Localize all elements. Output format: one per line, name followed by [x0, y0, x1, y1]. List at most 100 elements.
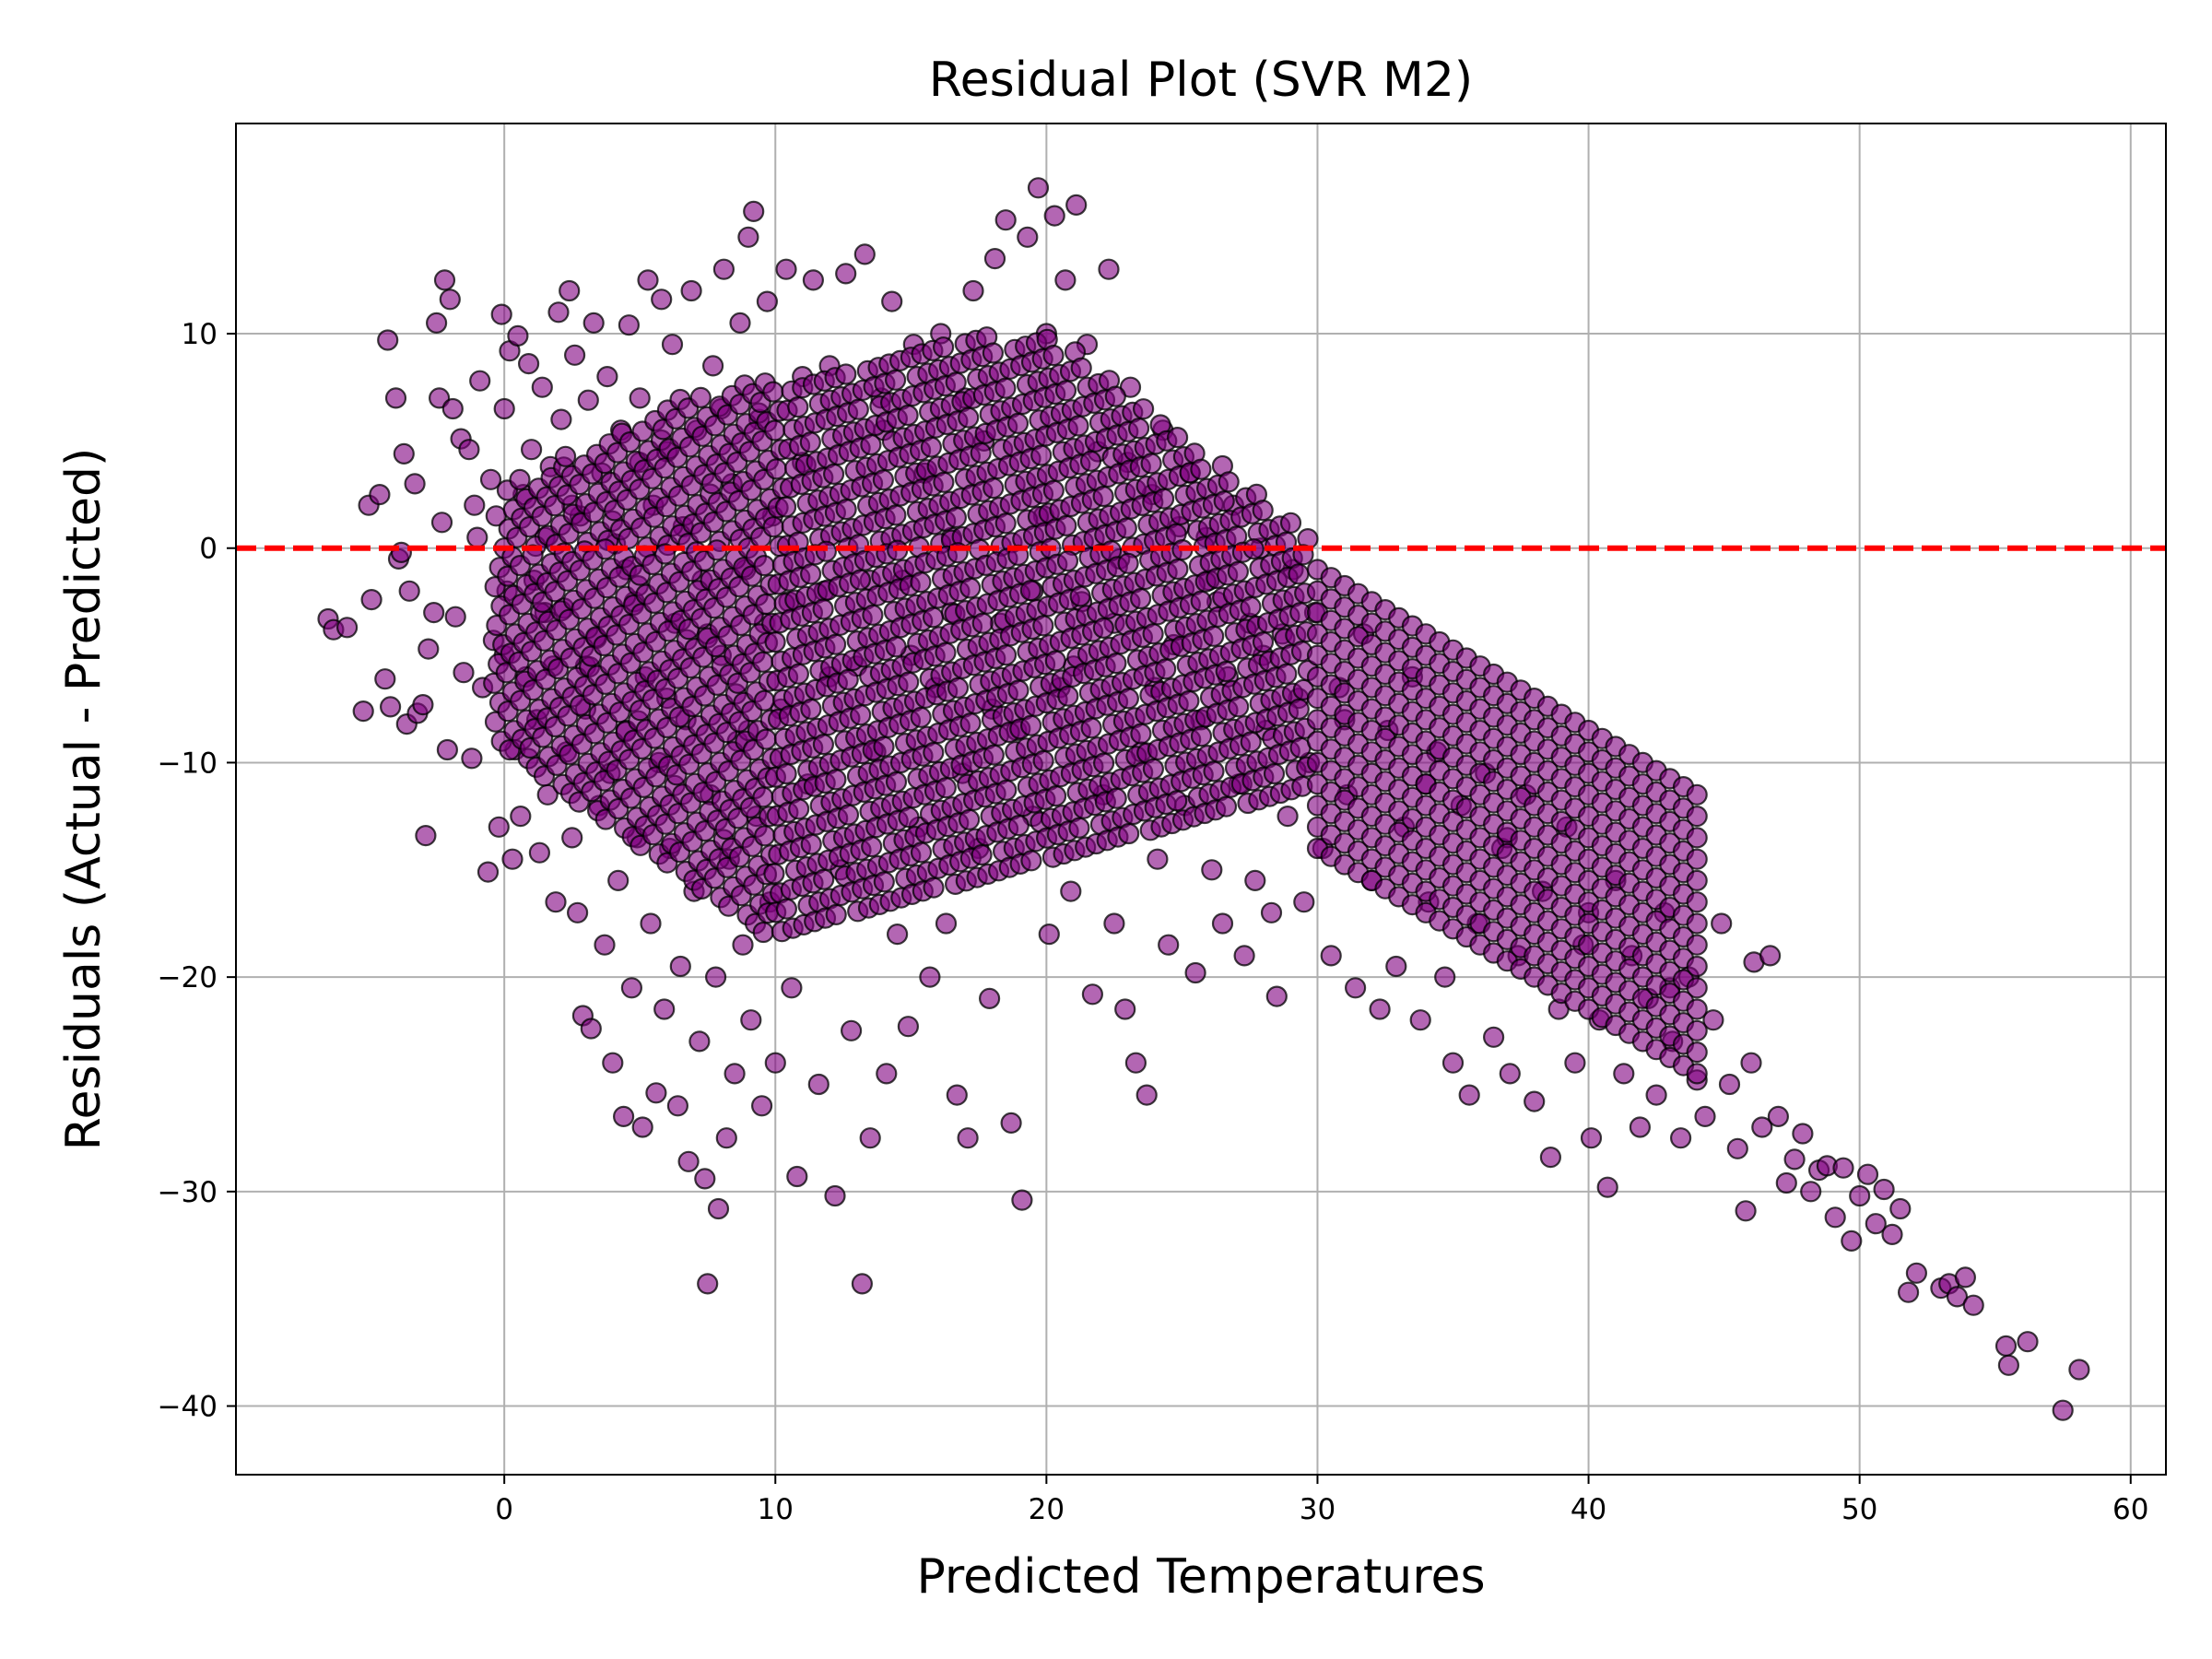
- x-tick-label: 10: [758, 1493, 794, 1526]
- scatter-point: [458, 439, 480, 461]
- scatter-point: [1166, 790, 1188, 812]
- scatter-point: [932, 336, 955, 359]
- scatter-point: [1152, 488, 1175, 510]
- scatter-point: [724, 1063, 746, 1085]
- scatter-point: [1686, 869, 1708, 892]
- scatter-point: [2052, 1399, 2074, 1421]
- scatter-point: [732, 934, 754, 956]
- scatter-point: [886, 923, 909, 946]
- scatter-point: [765, 458, 787, 480]
- scatter-point: [1613, 1063, 1635, 1085]
- scatter-point: [753, 554, 775, 577]
- scatter-point: [1065, 194, 1088, 216]
- scatter-point: [1201, 859, 1223, 881]
- scatter-point: [737, 226, 759, 248]
- scatter-point: [861, 835, 883, 858]
- scatter-point: [1213, 490, 1235, 512]
- scatter-point: [1178, 689, 1200, 712]
- axis-ticks: 0 10 20 30 40 50 60 10 0 −10 −20 −30 −40: [158, 318, 2149, 1526]
- scatter-point: [1277, 805, 1299, 828]
- scatter-point: [729, 312, 751, 334]
- scatter-point: [1055, 514, 1077, 537]
- y-tick-label: −20: [158, 961, 218, 994]
- scatter-point: [594, 934, 616, 956]
- scatter-point: [876, 1063, 898, 1085]
- scatter-point: [1686, 1041, 1708, 1064]
- scatter-point: [479, 468, 502, 490]
- scatter-point: [453, 662, 475, 684]
- scatter-point: [755, 593, 777, 616]
- scatter-point: [369, 483, 391, 506]
- scatter-point: [554, 445, 577, 467]
- scatter-point: [1686, 977, 1708, 999]
- scatter-point: [962, 279, 984, 302]
- scatter-point: [935, 777, 957, 799]
- scatter-point: [1007, 679, 1030, 701]
- scatter-point: [1140, 453, 1162, 475]
- scatter-point: [694, 1168, 716, 1190]
- scatter-point: [1030, 444, 1053, 466]
- scatter-point: [1092, 485, 1114, 508]
- scatter-point: [740, 1009, 762, 1031]
- scatter-point: [1775, 1171, 1797, 1194]
- scatter-point: [1215, 795, 1238, 818]
- scatter-point: [1564, 1052, 1586, 1074]
- scatter-point: [1068, 817, 1090, 839]
- scatter-point: [1115, 517, 1137, 539]
- scatter-point: [873, 735, 895, 758]
- scatter-point: [1824, 1206, 1846, 1229]
- scatter-point: [1117, 688, 1140, 710]
- scatter-point: [763, 419, 786, 441]
- scatter-point: [661, 334, 684, 356]
- scatter-point: [982, 477, 1005, 500]
- scatter-point: [1056, 549, 1079, 572]
- scatter-point: [957, 1127, 979, 1149]
- scatter-point: [881, 290, 903, 312]
- scatter-point: [1265, 985, 1288, 1007]
- scatter-point: [920, 436, 943, 458]
- scatter-point: [1167, 558, 1189, 581]
- scatter-point: [910, 706, 932, 728]
- scatter-point: [501, 848, 524, 870]
- scatter-point: [853, 243, 876, 265]
- scatter-point: [1129, 587, 1152, 610]
- scatter-point: [701, 355, 724, 377]
- scatter-point: [825, 769, 847, 791]
- scatter-point: [712, 258, 735, 280]
- x-tick-label: 50: [1841, 1493, 1877, 1526]
- scatter-point: [602, 1052, 624, 1074]
- scatter-point: [994, 377, 1017, 399]
- scatter-point: [404, 473, 426, 495]
- scatter-point: [753, 689, 776, 712]
- scatter-point: [1800, 1181, 1822, 1203]
- scatter-point: [1080, 717, 1102, 739]
- x-tick-label: 60: [2112, 1493, 2148, 1526]
- scatter-point: [1702, 1009, 1724, 1031]
- y-tick-label: −30: [158, 1176, 218, 1209]
- scatter-point: [947, 677, 970, 699]
- scatter-point: [850, 704, 872, 726]
- scatter-point: [994, 209, 1017, 231]
- scatter-point: [800, 698, 822, 721]
- scatter-point: [862, 604, 884, 626]
- scatter-point: [1686, 955, 1708, 978]
- scatter-point: [1190, 590, 1212, 612]
- scatter-point: [477, 861, 500, 883]
- scatter-point: [651, 288, 673, 311]
- scatter-point: [1669, 1127, 1692, 1149]
- scatter-point: [1017, 226, 1039, 248]
- scatter-point: [577, 389, 599, 411]
- scatter-point: [1215, 660, 1237, 683]
- scatter-point: [885, 504, 907, 526]
- scatter-point: [1385, 955, 1407, 978]
- scatter-point: [1686, 848, 1708, 870]
- scatter-point: [1686, 827, 1708, 849]
- scatter-point: [762, 516, 784, 538]
- scatter-point: [1263, 762, 1286, 785]
- scatter-point: [1434, 966, 1456, 988]
- scatter-point: [677, 1150, 700, 1172]
- scatter-point: [1105, 787, 1127, 809]
- scatter-point: [1726, 1137, 1748, 1159]
- scatter-point: [1124, 1052, 1147, 1074]
- scatter-point: [563, 344, 586, 366]
